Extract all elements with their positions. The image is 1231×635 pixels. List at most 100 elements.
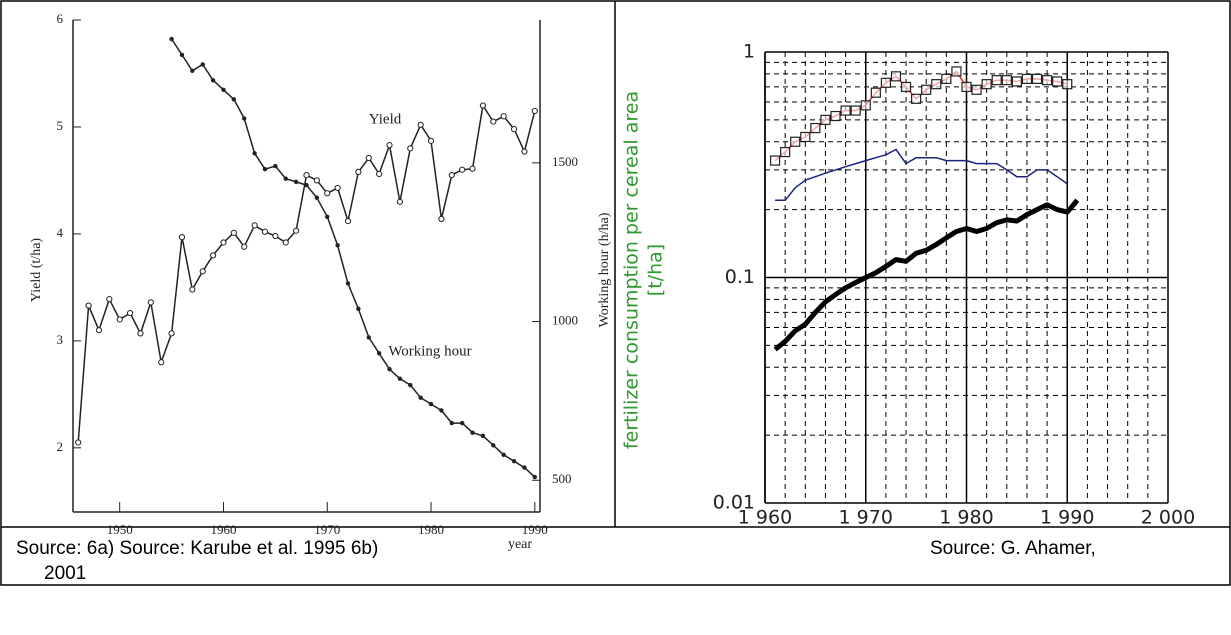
y-tick-label: 4 <box>57 225 64 240</box>
caption-left: Source: 6a) Source: Karube et al. 1995 6… <box>16 538 378 559</box>
point <box>490 118 497 125</box>
x-tick-label: 1960 <box>210 522 236 537</box>
point <box>355 168 362 175</box>
y2-tick-label: 500 <box>552 471 572 486</box>
annotation: Working hour <box>388 343 471 359</box>
point <box>800 131 811 143</box>
point <box>220 239 227 246</box>
point <box>470 430 475 435</box>
point <box>282 239 289 246</box>
point <box>252 151 257 156</box>
point <box>491 443 496 448</box>
point <box>991 75 1002 86</box>
point <box>169 36 174 42</box>
point <box>870 87 881 98</box>
x-tick-label: 1 980 <box>939 507 993 529</box>
caption-right: Source: G. Ahamer, <box>930 538 1096 559</box>
point <box>911 93 922 104</box>
point <box>304 182 309 188</box>
point <box>459 420 465 426</box>
point <box>449 420 454 426</box>
point <box>365 154 372 162</box>
point <box>439 408 444 413</box>
point <box>210 252 217 259</box>
point <box>344 217 352 225</box>
point <box>417 121 424 128</box>
point <box>921 84 932 95</box>
point <box>95 327 103 334</box>
point <box>1031 73 1043 84</box>
y2-tick-label: 1000 <box>552 313 578 328</box>
point <box>880 77 892 88</box>
series-line <box>77 104 536 443</box>
point <box>293 179 299 185</box>
series-line <box>775 148 1068 202</box>
x-tick-label: 1 990 <box>1040 507 1094 529</box>
point <box>387 366 392 372</box>
point <box>428 401 434 407</box>
point <box>386 142 393 149</box>
y-tick-label: 6 <box>57 11 64 26</box>
point <box>1021 73 1033 84</box>
point <box>951 66 962 77</box>
point <box>480 433 486 439</box>
point <box>231 97 237 102</box>
point <box>303 171 310 179</box>
point <box>961 81 972 93</box>
point <box>242 116 247 121</box>
point <box>137 330 144 337</box>
point <box>511 459 517 464</box>
point <box>178 234 186 241</box>
point <box>1011 76 1022 87</box>
point <box>1041 75 1053 86</box>
point <box>820 114 831 125</box>
point <box>531 107 538 115</box>
point <box>313 177 320 184</box>
point <box>510 125 518 133</box>
point <box>200 62 205 67</box>
point <box>810 122 821 134</box>
point <box>314 195 320 200</box>
point <box>532 474 538 480</box>
point <box>941 73 952 84</box>
point <box>418 395 423 400</box>
point <box>345 281 351 286</box>
x-tick-label: 1970 <box>314 522 340 537</box>
point <box>189 286 196 293</box>
point <box>273 163 278 169</box>
point <box>790 136 801 147</box>
point <box>75 439 82 446</box>
y-tick-label: 0.1 <box>725 266 755 288</box>
point <box>199 268 206 275</box>
caption-continued: 2001 <box>44 563 86 584</box>
point <box>1001 75 1012 86</box>
point <box>262 166 268 172</box>
point <box>376 351 382 356</box>
point <box>830 110 841 122</box>
x-tick-label: 1980 <box>418 522 444 537</box>
point <box>168 330 175 337</box>
point <box>334 184 341 192</box>
y-axis-unit: [t/ha] <box>645 244 667 296</box>
point <box>116 316 123 323</box>
point <box>366 335 371 340</box>
point <box>147 299 154 306</box>
point <box>230 229 237 236</box>
point <box>408 382 413 388</box>
point <box>501 452 506 458</box>
point <box>521 148 528 155</box>
point <box>158 359 165 366</box>
point <box>397 376 403 381</box>
y-tick-label: 3 <box>57 332 64 347</box>
point <box>283 176 288 181</box>
point <box>272 232 279 240</box>
x-tick-label: 1 960 <box>738 507 792 529</box>
point <box>325 214 330 219</box>
point <box>335 243 340 248</box>
point <box>459 166 466 173</box>
point <box>840 105 851 116</box>
point <box>324 190 331 197</box>
point <box>261 228 269 235</box>
point <box>126 309 134 317</box>
point <box>356 306 361 312</box>
